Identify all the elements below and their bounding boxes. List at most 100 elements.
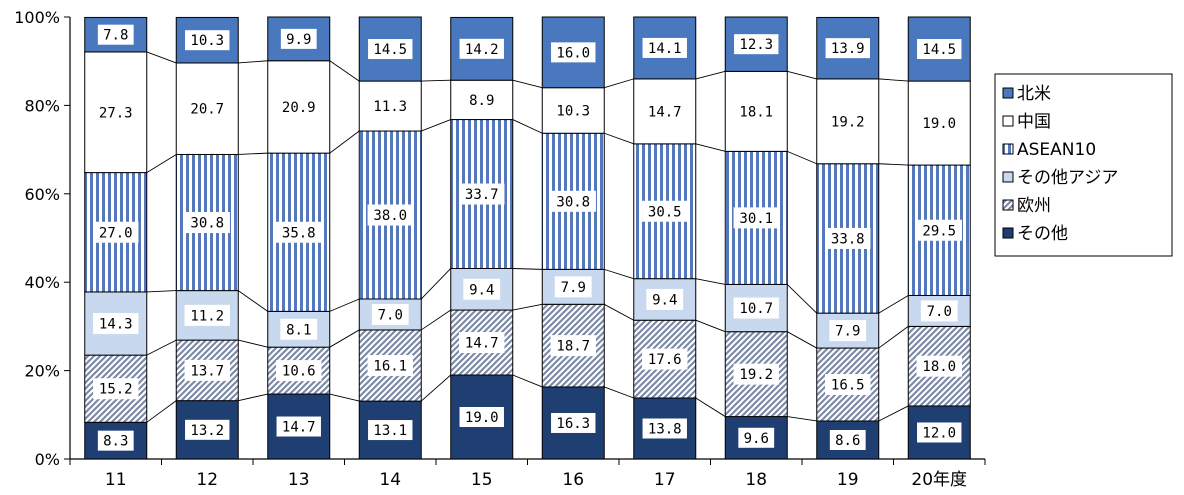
- data-label-box: [97, 24, 134, 45]
- data-label-text: 9.9: [286, 32, 311, 48]
- data-label-text: 30.1: [739, 211, 773, 227]
- data-label: 29.5: [916, 219, 962, 241]
- data-label: 33.8: [825, 227, 871, 249]
- connector-line: [146, 154, 177, 173]
- data-label-box: [368, 420, 413, 441]
- connector-line: [878, 78, 909, 82]
- data-label-text: 13.1: [373, 423, 407, 439]
- data-label: 10.3: [550, 99, 596, 121]
- data-label-box: [459, 407, 504, 428]
- data-label: 19.2: [825, 110, 871, 132]
- connector-line: [604, 78, 634, 89]
- data-label-box: [642, 100, 688, 122]
- connector-line: [238, 60, 268, 64]
- connector-line: [786, 284, 818, 314]
- connector-line: [787, 331, 817, 349]
- data-label: 9.4: [463, 278, 501, 300]
- x-tick-label: 19: [837, 470, 859, 490]
- data-label: 33.7: [459, 183, 505, 205]
- data-label-text: 14.2: [465, 42, 499, 58]
- data-label-box: [368, 39, 413, 60]
- data-label-box: [733, 207, 779, 229]
- data-label: 27.3: [93, 101, 139, 123]
- y-tick-label: 40%: [24, 273, 60, 292]
- data-label-box: [93, 221, 139, 243]
- data-label-text: 19.2: [831, 114, 865, 130]
- data-label: 13.9: [825, 38, 870, 59]
- data-label-text: 8.3: [103, 434, 128, 450]
- connector-line: [146, 51, 177, 64]
- data-label-text: 11.3: [373, 99, 407, 115]
- data-label: 13.7: [184, 359, 230, 381]
- connector-line: [238, 393, 268, 402]
- data-label-box: [459, 38, 504, 59]
- data-label-text: 30.8: [556, 194, 590, 210]
- x-tick-label: 13: [288, 470, 310, 490]
- data-label: 11.2: [184, 304, 230, 326]
- data-label: 9.6: [738, 427, 775, 448]
- axes: 0% 20% 40% 60% 80% 100% 11 12 13 14 15 16 17 18 19 20年度: [14, 8, 986, 490]
- x-tick-label: 16: [562, 470, 584, 490]
- data-label-box: [185, 30, 230, 51]
- data-label: 14.3: [93, 313, 139, 335]
- connector-line: [146, 339, 177, 356]
- data-labels: 8.3 15.2 14.3 27.0 27.3 7.8 13.2 13.7 11.2 30.8 20…: [93, 24, 962, 451]
- legend-label: 北米: [1017, 84, 1051, 104]
- data-label-text: 30.8: [190, 216, 224, 232]
- data-label-box: [920, 300, 958, 322]
- data-label-text: 7.8: [103, 28, 128, 44]
- legend-swatch: [1002, 115, 1014, 127]
- data-label-text: 20.7: [190, 102, 224, 118]
- x-tick-label: 14: [379, 470, 401, 490]
- data-label-text: 33.7: [465, 187, 499, 203]
- data-label: 17.6: [642, 348, 688, 370]
- connector-line: [787, 416, 817, 422]
- data-label: 15.2: [93, 378, 139, 400]
- data-label-box: [185, 419, 230, 440]
- data-label: 14.5: [917, 39, 962, 60]
- data-label-box: [184, 98, 230, 120]
- legend-label: 欧州: [1017, 196, 1051, 216]
- data-label-text: 14.1: [648, 41, 682, 57]
- data-label: 7.8: [97, 24, 134, 45]
- data-label: 13.8: [642, 418, 687, 439]
- y-tick-label: 20%: [24, 362, 60, 381]
- data-label: 8.3: [97, 430, 134, 451]
- data-label-text: 8.9: [469, 93, 494, 109]
- legend-label: 中国: [1017, 112, 1051, 132]
- data-label-box: [917, 39, 962, 60]
- data-label-text: 14.7: [648, 104, 682, 120]
- data-label-box: [916, 112, 962, 134]
- data-label: 18.7: [550, 335, 596, 357]
- data-label-box: [184, 359, 230, 381]
- data-label: 16.1: [367, 355, 413, 377]
- connector-line: [878, 405, 909, 422]
- connector-line: [512, 268, 543, 270]
- data-label: 7.0: [371, 303, 409, 325]
- data-label: 14.1: [642, 37, 687, 58]
- connector-line: [695, 319, 726, 333]
- data-label-box: [916, 355, 962, 377]
- data-label-box: [93, 101, 139, 123]
- data-label-box: [276, 96, 322, 118]
- legend-swatch: [1002, 227, 1014, 239]
- data-label: 12.3: [734, 34, 779, 55]
- data-label-text: 16.1: [373, 359, 407, 375]
- data-label-box: [184, 212, 230, 234]
- data-label-box: [276, 416, 321, 437]
- data-label-text: 14.5: [922, 42, 956, 58]
- data-label-text: 14.7: [282, 420, 316, 436]
- data-label-text: 13.7: [190, 363, 224, 379]
- y-tick-label: 80%: [24, 96, 60, 115]
- data-label-box: [463, 278, 501, 300]
- data-label-box: [551, 42, 596, 63]
- data-label-box: [550, 99, 596, 121]
- data-label-text: 9.4: [652, 292, 677, 308]
- data-label-text: 27.0: [99, 225, 133, 241]
- data-label-text: 19.2: [739, 367, 773, 383]
- data-label-text: 16.5: [831, 378, 865, 394]
- connector-line: [146, 400, 177, 423]
- data-label-box: [276, 221, 322, 243]
